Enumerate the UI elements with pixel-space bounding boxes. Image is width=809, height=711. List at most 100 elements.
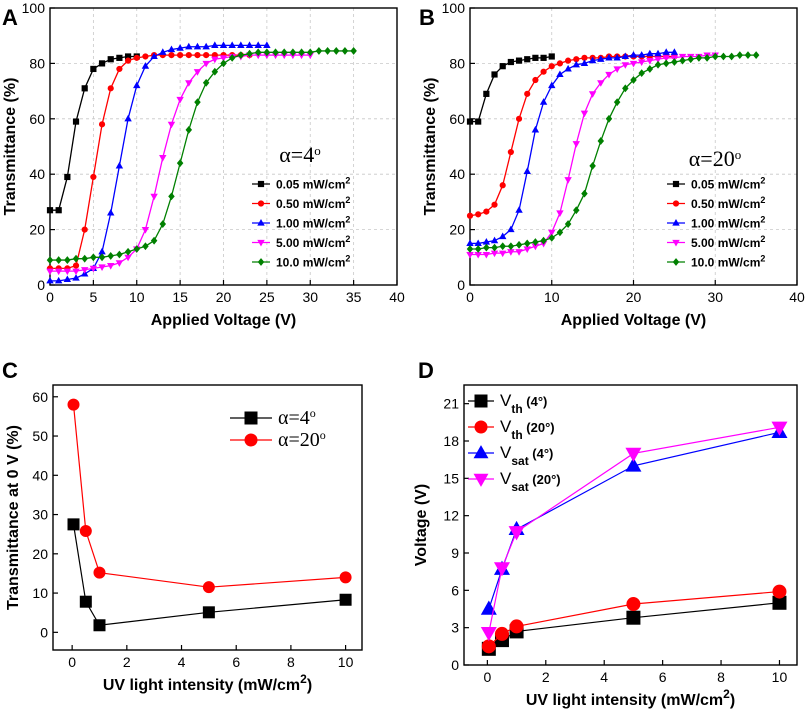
x-axis-label-end: ) [307,677,312,694]
data-point [81,226,88,233]
data-point [124,114,132,122]
alpha-annotation: α=4o [279,142,320,167]
data-point [564,64,572,72]
data-point [498,232,507,240]
y-tick-label: 100 [442,0,466,16]
legend-marker [672,239,680,247]
y-tick-label: 12 [443,508,459,524]
data-point [772,584,787,599]
data-point [474,245,482,253]
y-tick-label: 60 [449,111,465,127]
data-point [626,597,641,612]
data-point [597,55,605,62]
data-point [573,206,580,215]
series-line [469,55,675,217]
data-point [466,212,474,219]
x-tick-label: 10 [544,289,560,305]
legend-label-sup: o [310,406,316,420]
x-tick-label: 4 [600,669,608,685]
legend-label: 1.00 mW/cm2 [691,215,765,231]
data-point [654,60,662,69]
data-point [532,54,539,61]
data-point [185,51,192,59]
series-1 [466,53,555,125]
data-point [324,47,331,55]
data-point [605,71,613,79]
data-point [548,53,555,60]
data-point [177,51,184,59]
data-point [315,47,323,55]
data-point [613,53,621,61]
alpha-base: α=4 [279,142,314,167]
legend-label: 5.00 mW/cm2 [691,234,765,250]
y-tick-label: 60 [29,111,45,127]
series-4 [480,421,788,642]
data-point [93,566,106,579]
y-tick-label: 40 [449,166,465,182]
data-point [515,57,523,64]
legend-marker [474,394,488,408]
legend-marker [257,200,265,207]
data-point [494,626,509,641]
x-tick-label: 20 [626,289,642,305]
data-point [622,84,629,93]
data-point [142,242,149,251]
legend-label-sup: 2 [345,254,350,264]
legend-label: 0.50 mW/cm2 [276,195,350,211]
data-point [564,177,572,184]
data-point [531,125,540,133]
legend-label-text: α=4 [278,407,310,429]
legend-label: 0.50 mW/cm2 [691,195,765,211]
data-point [480,600,497,615]
data-point [490,236,499,244]
data-point [280,48,288,57]
data-point [687,55,694,64]
data-point [341,47,349,55]
data-point [564,220,572,228]
data-point [333,47,340,55]
legend-label: 1.00 mW/cm2 [276,215,350,231]
x-tick-label: 25 [259,289,275,305]
data-point [744,51,752,59]
x-axis-label: UV light intensity (mW/cm2) [103,672,312,694]
x-tick-label: 10 [338,654,354,670]
data-point [540,236,547,245]
x-axis-label-text: UV light intensity (mW/cm [103,677,300,694]
series-2 [67,398,352,594]
legend-label-text: V [500,417,512,436]
data-point [662,59,670,68]
x-tick-label: 40 [389,289,405,305]
y-tick-label: 20 [32,546,48,562]
data-point [515,115,523,122]
data-point [556,228,564,237]
data-point [613,66,621,73]
data-point [98,247,106,255]
data-point [98,121,106,128]
plot-frame [463,384,798,666]
legend-label: 0.05 mW/cm2 [276,176,350,192]
data-point [219,41,228,48]
data-point [621,52,630,60]
series-3 [466,48,679,247]
data-point [588,91,597,98]
panel-label: C [2,358,18,383]
data-point [289,48,297,57]
data-point [107,85,114,92]
data-point [203,51,210,59]
legend-marker [672,258,680,266]
y-tick-label: 3 [451,620,459,636]
data-point [581,189,588,198]
data-point [150,52,158,60]
data-point [63,275,72,283]
series-2 [466,53,678,219]
data-point [515,240,523,249]
data-point [515,206,523,213]
y-tick-label: 30 [32,507,48,523]
legend-label: 10.0 mW/cm2 [276,254,350,270]
legend-label-text: V [500,391,512,410]
data-point [507,242,515,251]
y-axis-label: Transmittance (%) [2,78,19,216]
data-point [202,606,215,619]
